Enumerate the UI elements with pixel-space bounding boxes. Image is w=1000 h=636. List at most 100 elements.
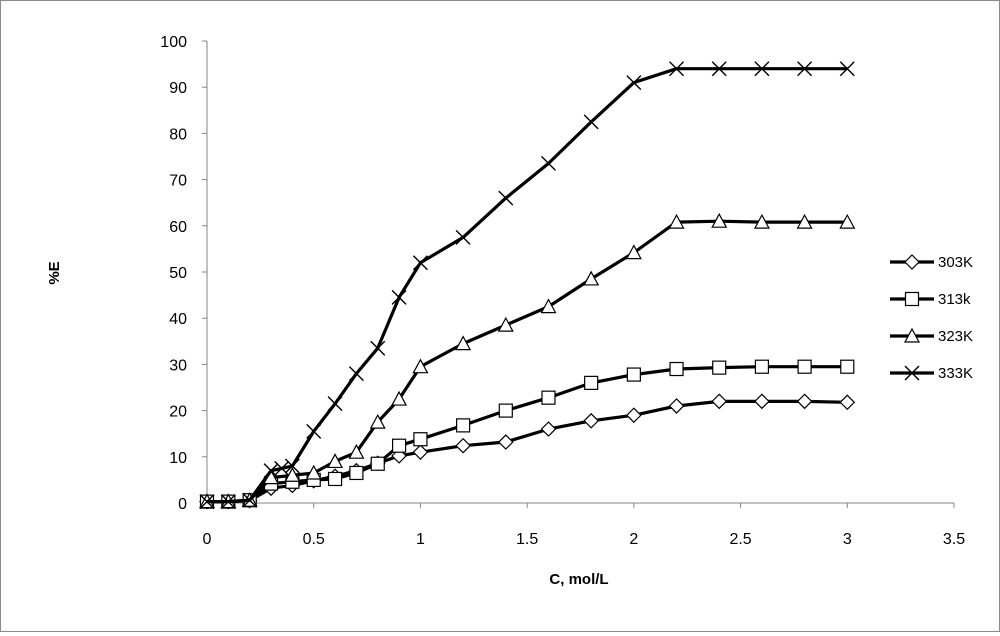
legend-label: 323K (938, 328, 973, 345)
x-tick-label: 1.5 (516, 531, 538, 548)
x-tick-label: 1 (416, 531, 425, 548)
y-tick-label: 40 (169, 311, 187, 328)
data-point (348, 443, 365, 459)
x-tick-label: 2.5 (729, 531, 751, 548)
y-axis-title: %E (46, 261, 63, 284)
legend-marker (904, 254, 920, 270)
legend-marker (904, 365, 920, 381)
data-point (348, 366, 364, 382)
data-point (540, 298, 557, 314)
y-tick-label: 50 (169, 265, 187, 282)
data-point (349, 465, 364, 481)
data-point (455, 229, 471, 245)
data-point (626, 407, 642, 424)
data-point (540, 155, 556, 171)
series-layer (198, 61, 856, 510)
data-point (711, 212, 728, 228)
data-point (284, 458, 300, 474)
data-point (497, 316, 514, 332)
data-point (583, 270, 600, 286)
legend-entry: 303K (890, 254, 973, 271)
data-point (839, 61, 855, 77)
data-point (391, 390, 408, 406)
data-point (199, 494, 215, 510)
x-tick-label: 3.5 (943, 531, 965, 548)
legend-entry: 323K (890, 327, 973, 345)
data-point (413, 432, 428, 447)
y-tick-label: 80 (169, 126, 187, 143)
y-tick-label: 20 (169, 404, 187, 421)
data-point (455, 335, 472, 351)
data-point (370, 456, 385, 471)
data-point (840, 359, 855, 374)
data-point (369, 413, 386, 429)
legend-marker (904, 291, 920, 307)
data-point (712, 360, 727, 375)
x-tick-label: 3 (843, 531, 852, 548)
data-point (625, 244, 642, 260)
tick-labels: 0 10 20 30 40 50 60 70 80 90 100 0 0.5 1 1.5 2 2.5 3 3.5 (160, 34, 965, 548)
data-point (327, 396, 343, 412)
data-point (497, 434, 514, 450)
data-point (391, 289, 407, 305)
data-point (839, 213, 856, 229)
data-point (754, 359, 770, 374)
legend-label: 313k (938, 291, 971, 308)
data-point (753, 213, 770, 229)
data-point (306, 423, 322, 439)
x-axis-title: C, mol/L (549, 571, 608, 588)
data-point (584, 375, 599, 390)
series-303K (199, 393, 856, 510)
data-point (498, 403, 513, 418)
legend-marker (903, 327, 921, 343)
data-point (412, 358, 429, 374)
legend-entry: 333K (890, 365, 973, 382)
data-point (839, 394, 856, 411)
x-tick-label: 0 (203, 531, 212, 548)
data-point (668, 213, 685, 229)
legend-label: 333K (938, 365, 973, 382)
data-point (796, 213, 813, 229)
data-point (583, 114, 599, 130)
legend-entry: 313k (890, 291, 971, 308)
data-point (797, 359, 812, 374)
data-point (305, 464, 322, 480)
x-tick-label: 2 (629, 531, 638, 548)
y-tick-label: 0 (178, 496, 187, 513)
data-point (711, 61, 727, 77)
data-point (391, 438, 407, 453)
data-point (327, 453, 344, 469)
data-point (669, 61, 685, 77)
data-point (242, 492, 258, 508)
data-point (220, 494, 236, 510)
y-tick-label: 100 (160, 34, 187, 51)
data-point (370, 340, 386, 356)
legend-label: 303K (938, 254, 973, 271)
data-point (541, 390, 556, 405)
data-point (540, 421, 557, 437)
series-333K (199, 61, 855, 510)
y-tick-label: 60 (169, 219, 187, 236)
legend: 303K 313k 323K 333K (890, 254, 973, 382)
y-tick-label: 30 (169, 357, 187, 374)
data-point (456, 418, 471, 433)
data-point (626, 75, 642, 91)
axes (202, 40, 955, 508)
data-point (412, 444, 429, 461)
data-point (754, 393, 770, 410)
data-point (583, 412, 600, 429)
data-point (711, 393, 728, 410)
y-tick-label: 10 (169, 450, 187, 467)
data-point (626, 367, 641, 382)
y-tick-label: 70 (169, 173, 187, 190)
data-point (796, 393, 813, 410)
series-line (207, 219, 848, 504)
data-point (498, 190, 514, 206)
data-point (327, 471, 343, 487)
data-point (797, 61, 813, 77)
data-point (669, 361, 684, 377)
data-point (455, 437, 471, 454)
data-point (412, 255, 428, 271)
series-line (207, 67, 848, 504)
